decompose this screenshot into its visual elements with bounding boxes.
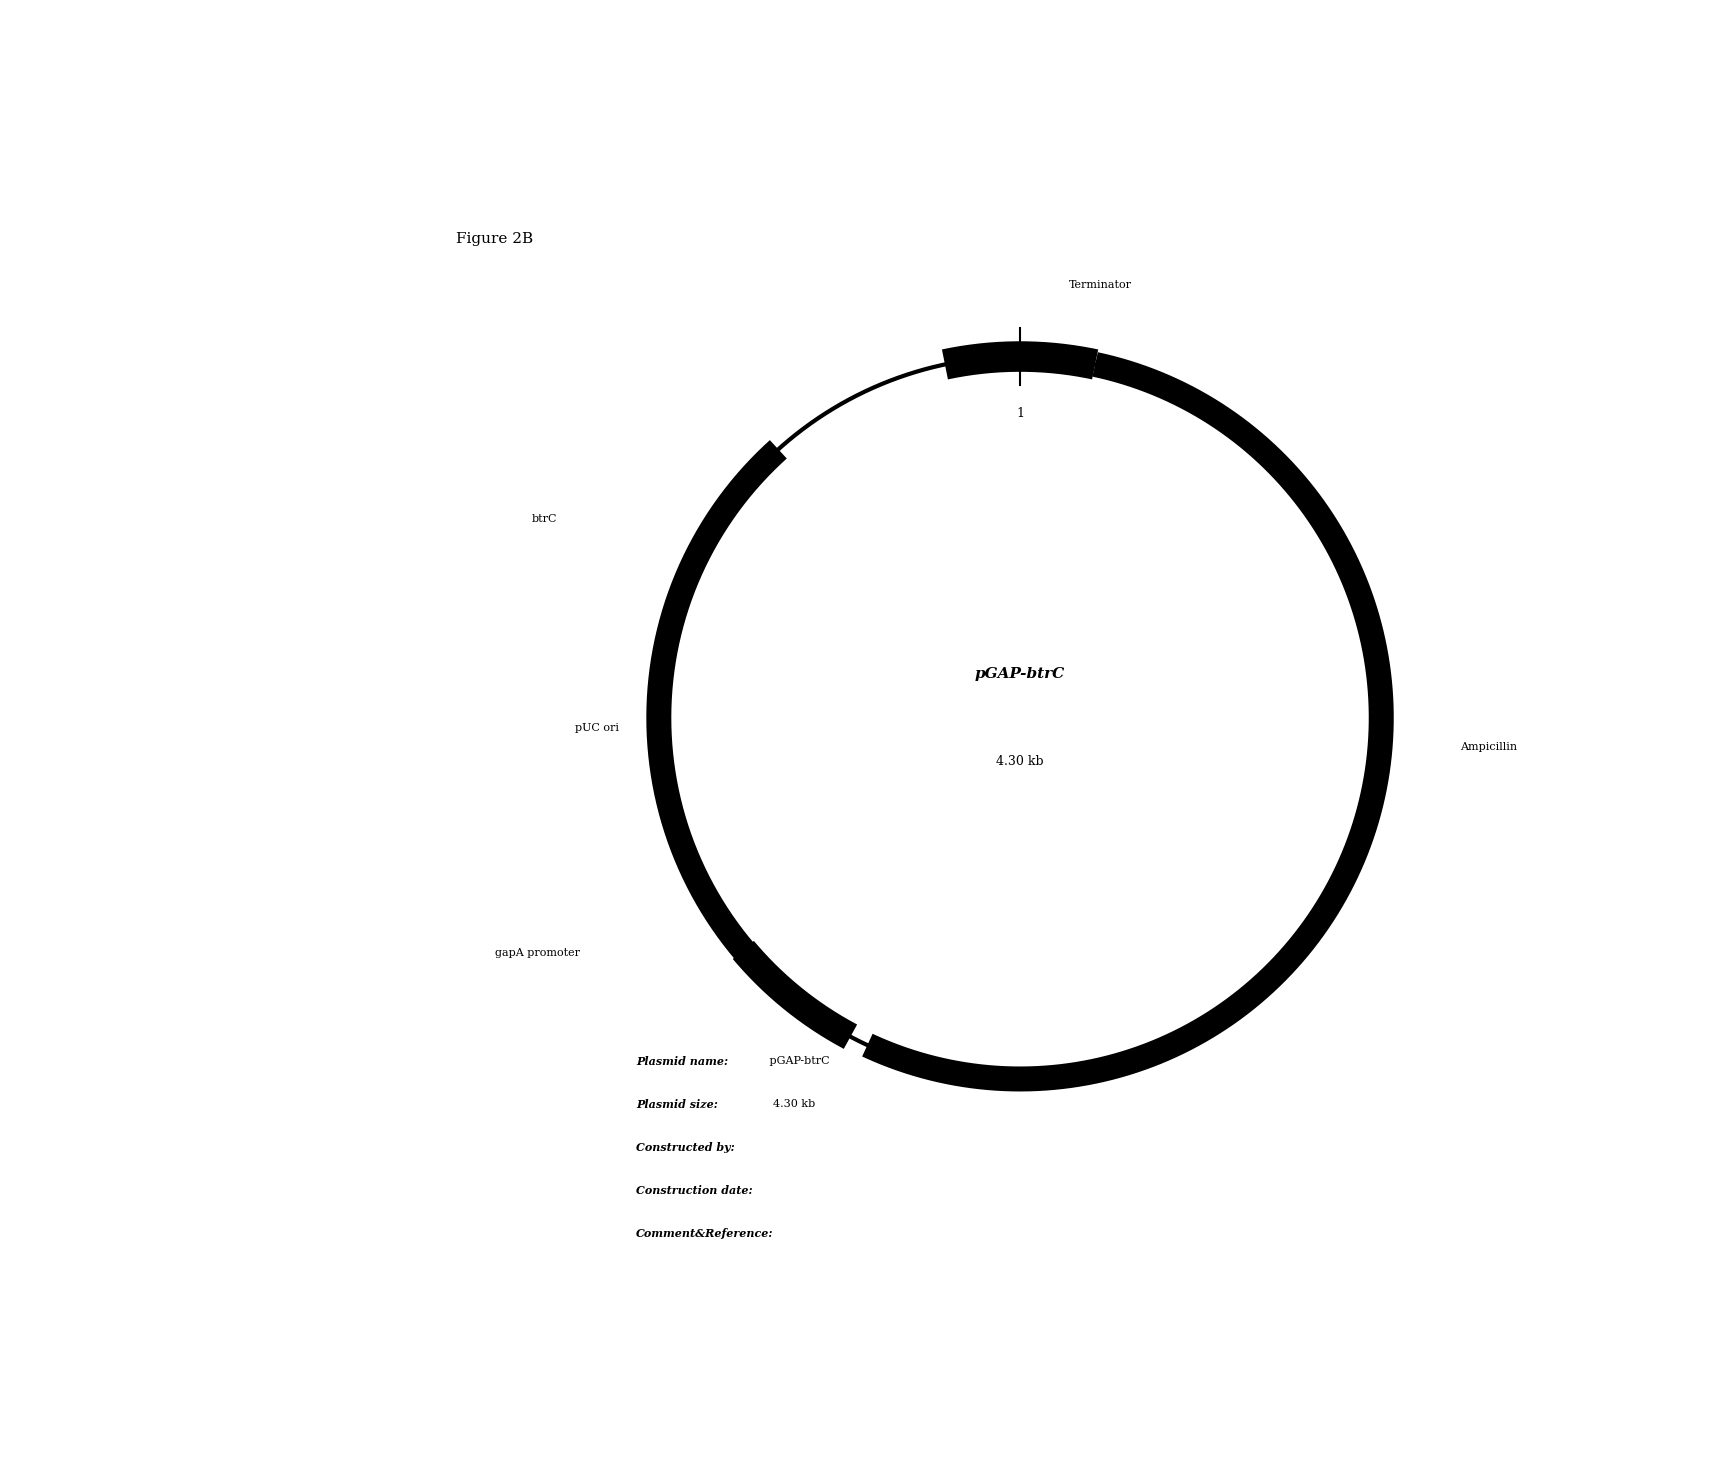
Text: pGAP-btrC: pGAP-btrC [766,1057,830,1066]
Text: 4.30 kb: 4.30 kb [996,755,1044,768]
Text: gapA promoter: gapA promoter [495,947,580,957]
Text: pUC ori: pUC ori [575,723,618,733]
Text: Comment&Reference:: Comment&Reference: [637,1229,773,1239]
Text: 4.30 kb: 4.30 kb [766,1100,815,1110]
Text: Plasmid size:: Plasmid size: [637,1100,718,1110]
Text: Constructed by:: Constructed by: [637,1142,735,1154]
Text: Plasmid name:: Plasmid name: [637,1057,728,1067]
Text: Ampicillin: Ampicillin [1460,742,1517,752]
Text: 1: 1 [1017,408,1024,421]
Text: pGAP-btrC: pGAP-btrC [975,667,1065,682]
Text: Terminator: Terminator [1068,280,1132,290]
Text: btrC: btrC [532,515,557,523]
Text: Construction date:: Construction date: [637,1185,753,1196]
Text: Figure 2B: Figure 2B [456,233,533,246]
